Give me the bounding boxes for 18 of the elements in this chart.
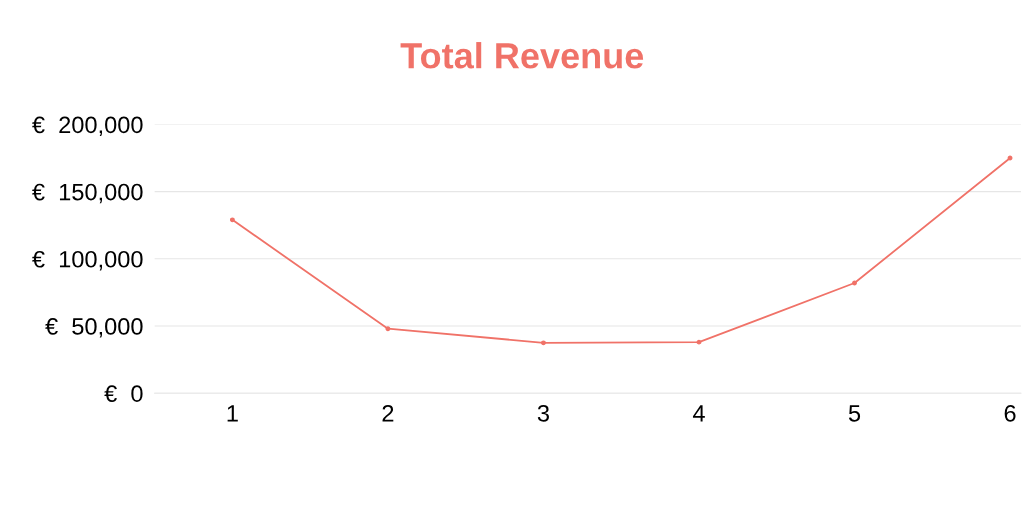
x-tick-label: 1 bbox=[227, 405, 238, 422]
y-tick-label: € 150,000 bbox=[32, 183, 143, 204]
y-tick-label: € 0 bbox=[104, 385, 143, 402]
point bbox=[696, 339, 702, 345]
point bbox=[541, 340, 546, 346]
x-tick-label: 3 bbox=[537, 404, 549, 422]
y-tick-label: € 50,000 bbox=[45, 318, 143, 338]
chart-title: Total Revenue bbox=[400, 42, 644, 69]
point bbox=[852, 280, 857, 286]
point bbox=[385, 326, 391, 332]
point bbox=[229, 217, 235, 223]
x-tick-label: 4 bbox=[692, 405, 705, 422]
x-tick-label: 6 bbox=[1004, 404, 1016, 422]
y-tick-label: € 200,000 bbox=[32, 116, 143, 136]
x-tick-label: 5 bbox=[848, 405, 861, 422]
x-tick-label: 2 bbox=[382, 404, 394, 422]
point bbox=[1007, 155, 1013, 161]
y-tick-label: € 100,000 bbox=[32, 250, 143, 271]
